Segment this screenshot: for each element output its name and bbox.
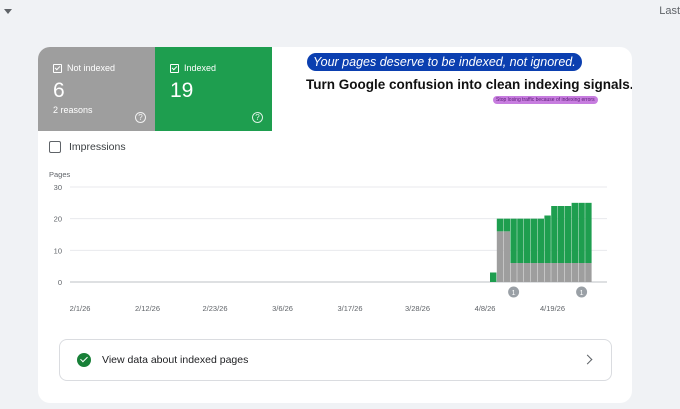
bar-not-indexed[interactable]	[578, 263, 585, 282]
indexed-header: Indexed	[170, 63, 216, 73]
bar-indexed[interactable]	[537, 218, 544, 263]
chevron-right-icon[interactable]	[582, 354, 593, 365]
bar-not-indexed[interactable]	[537, 263, 544, 282]
y-tick-label: 20	[54, 215, 62, 224]
promo-pill: Your pages deserve to be indexed, not ig…	[307, 53, 582, 71]
x-tick-label: 3/28/26	[405, 304, 430, 313]
x-tick-label: 4/19/26	[540, 304, 565, 313]
bar-indexed[interactable]	[571, 202, 578, 263]
bar-not-indexed[interactable]	[524, 263, 531, 282]
bar-indexed[interactable]	[558, 206, 565, 263]
bar-not-indexed[interactable]	[564, 263, 572, 282]
not-indexed-reasons: 2 reasons	[53, 105, 93, 115]
y-tick-label: 30	[54, 183, 62, 192]
promo-tag: Stop losing traffic because of indexing …	[493, 96, 598, 104]
bar-indexed[interactable]	[578, 202, 585, 263]
annotation-marker[interactable]	[508, 286, 520, 298]
checkbox-checked-icon[interactable]	[53, 63, 62, 73]
bar-not-indexed[interactable]	[571, 263, 578, 282]
bar-not-indexed[interactable]	[544, 263, 551, 282]
y-axis-label: Pages	[49, 170, 71, 179]
help-icon[interactable]: ?	[135, 112, 146, 123]
annotation-marker[interactable]	[576, 286, 588, 298]
y-tick-label: 0	[58, 278, 62, 287]
dropdown-caret-icon[interactable]	[4, 9, 12, 14]
indexed-count: 19	[170, 79, 194, 102]
x-tick-label: 2/12/26	[135, 304, 160, 313]
bar-indexed[interactable]	[517, 218, 524, 263]
bar-indexed[interactable]	[551, 206, 558, 263]
indexed-tile[interactable]: Indexed 19 ?	[155, 47, 272, 131]
impressions-toggle[interactable]: Impressions	[49, 141, 126, 153]
annotation-label: 1	[512, 290, 516, 297]
last-label[interactable]: Last	[659, 5, 680, 17]
bar-indexed[interactable]	[544, 215, 551, 264]
x-tick-label: 2/23/26	[202, 304, 227, 313]
indexed-label: Indexed	[184, 63, 217, 73]
not-indexed-label: Not indexed	[67, 63, 116, 73]
check-circle-icon	[77, 353, 91, 367]
view-indexed-pages-row[interactable]: View data about indexed pages	[59, 339, 612, 381]
bar-indexed[interactable]	[564, 206, 572, 263]
not-indexed-header: Not indexed	[53, 63, 115, 73]
bar-indexed[interactable]	[510, 218, 517, 263]
bar-not-indexed[interactable]	[558, 263, 565, 282]
x-tick-label: 2/1/26	[70, 304, 91, 313]
promo-title: Turn Google confusion into clean indexin…	[306, 77, 632, 92]
bar-not-indexed[interactable]	[496, 231, 504, 282]
bar-indexed[interactable]	[490, 272, 497, 283]
not-indexed-count: 6	[53, 79, 65, 102]
x-tick-label: 3/17/26	[337, 304, 362, 313]
annotation-label: 1	[580, 290, 584, 297]
x-tick-label: 4/8/26	[475, 304, 496, 313]
bar-indexed[interactable]	[524, 218, 531, 263]
bar-not-indexed[interactable]	[517, 263, 524, 282]
bar-not-indexed[interactable]	[585, 263, 592, 282]
checkbox-checked-icon[interactable]	[170, 63, 179, 73]
bar-not-indexed[interactable]	[510, 263, 517, 282]
impressions-checkbox[interactable]	[49, 141, 61, 153]
help-icon[interactable]: ?	[252, 112, 263, 123]
index-coverage-card: Not indexed 6 2 reasons ? Indexed 19 ? Y…	[38, 47, 632, 403]
impressions-label: Impressions	[69, 141, 126, 153]
y-tick-label: 10	[54, 246, 62, 255]
bar-not-indexed[interactable]	[551, 263, 558, 282]
not-indexed-tile[interactable]: Not indexed 6 2 reasons ?	[38, 47, 155, 131]
top-bar: Last	[0, 0, 680, 24]
bar-indexed[interactable]	[585, 202, 592, 263]
x-tick-label: 3/6/26	[272, 304, 293, 313]
bar-indexed[interactable]	[503, 218, 510, 232]
indexing-chart: Pages 30 20 10 0 1 1 2/1/26 2/12/26 2/23/26 3/6…	[49, 170, 607, 313]
bar-indexed[interactable]	[530, 218, 538, 263]
bar-indexed[interactable]	[496, 218, 504, 232]
view-indexed-pages-label: View data about indexed pages	[102, 354, 249, 366]
bar-not-indexed[interactable]	[530, 263, 538, 282]
bar-not-indexed[interactable]	[503, 231, 510, 282]
